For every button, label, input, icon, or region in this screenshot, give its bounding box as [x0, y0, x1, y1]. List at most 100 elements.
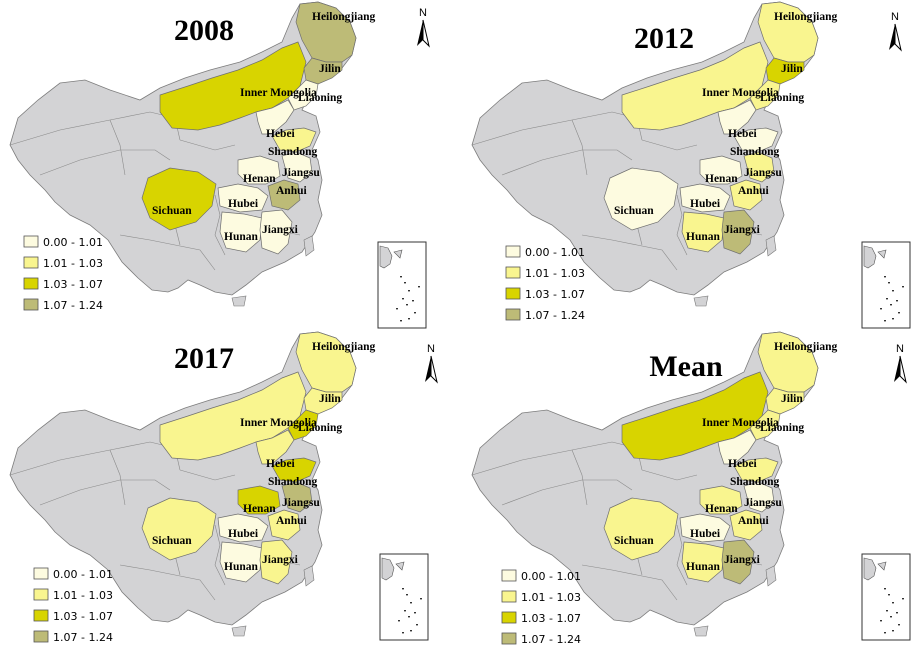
province-shandong — [733, 457, 779, 483]
province-henan — [699, 155, 743, 185]
south-china-sea-inset — [861, 241, 911, 329]
label-hebei: Hebei — [266, 128, 296, 140]
legend-swatch — [23, 256, 39, 269]
province-jilin — [303, 387, 343, 415]
legend-swatch — [23, 277, 39, 290]
legend-label: 1.03 - 1.07 — [525, 288, 585, 301]
province-heilongjiang — [295, 331, 357, 393]
legend-label: 0.00 - 1.01 — [43, 236, 103, 249]
label-inner-mongolia: Inner Mongolia — [240, 417, 317, 429]
label-sichuan: Sichuan — [614, 205, 654, 217]
label-liaoning: Liaoning — [760, 422, 804, 434]
province-heilongjiang — [757, 1, 819, 63]
label-jilin: Jilin — [781, 393, 803, 405]
province-jiangsu — [743, 481, 775, 513]
map-panel-2012: Inner Mongolia Heilongjiang Jilin Liaoning H… — [471, 1, 911, 329]
label-heilongjiang: Heilongjiang — [312, 11, 376, 23]
province-jiangxi — [259, 209, 293, 255]
label-jiangsu: Jiangsu — [744, 167, 782, 179]
province-hubei — [679, 183, 731, 213]
legend-label: 1.01 - 1.03 — [43, 257, 103, 270]
province-jiangxi — [721, 209, 755, 255]
panel-title: 2008 — [174, 14, 234, 47]
province-hebei — [717, 429, 757, 465]
legend-swatch — [505, 266, 521, 279]
taiwan-shape — [765, 235, 777, 257]
province-shandong — [271, 457, 317, 483]
label-heilongjiang: Heilongjiang — [774, 11, 838, 23]
label-hebei: Hebei — [728, 458, 758, 470]
label-henan: Henan — [243, 173, 276, 185]
province-hunan — [219, 541, 263, 583]
label-inner-mongolia: Inner Mongolia — [702, 417, 779, 429]
legend-label: 1.03 - 1.07 — [43, 278, 103, 291]
province-jiangsu — [281, 151, 313, 183]
legend: 0.00 - 1.01 1.01 - 1.03 1.03 - 1.07 1.07 - … — [505, 245, 585, 322]
label-henan: Henan — [705, 173, 738, 185]
legend-swatch — [505, 245, 521, 258]
legend-swatch — [33, 588, 49, 601]
label-hebei: Hebei — [728, 128, 758, 140]
legend-label: 1.03 - 1.07 — [53, 610, 113, 623]
south-china-sea-inset — [377, 241, 427, 329]
label-hunan: Hunan — [686, 231, 720, 243]
label-heilongjiang: Heilongjiang — [312, 341, 376, 353]
label-liaoning: Liaoning — [298, 422, 342, 434]
legend: 0.00 - 1.01 1.01 - 1.03 1.03 - 1.07 1.07 - … — [501, 569, 581, 646]
label-liaoning: Liaoning — [760, 92, 804, 104]
label-sichuan: Sichuan — [614, 535, 654, 547]
province-jiangxi — [721, 539, 755, 585]
label-sichuan: Sichuan — [152, 535, 192, 547]
province-sichuan — [141, 167, 217, 231]
province-liaoning — [287, 79, 319, 111]
map-panel-2008: Inner Mongolia Heilongjiang Jilin Liaoning H… — [9, 1, 430, 329]
label-hubei: Hubei — [690, 198, 721, 210]
legend-label: 1.03 - 1.07 — [521, 612, 581, 625]
label-jiangxi: Jiangxi — [724, 554, 761, 566]
province-anhui — [267, 179, 301, 211]
hainan-shape — [231, 295, 247, 307]
legend-swatch — [33, 630, 49, 643]
label-shandong: Shandong — [730, 146, 779, 158]
hainan-shape — [693, 625, 709, 637]
province-hebei — [255, 99, 295, 135]
province-jiangsu — [281, 481, 313, 513]
province-henan — [237, 155, 281, 185]
panel-title: 2017 — [174, 342, 234, 375]
label-hubei: Hubei — [690, 528, 721, 540]
legend-label: 1.07 - 1.24 — [43, 299, 103, 312]
north-letter: N — [896, 343, 904, 355]
label-anhui: Anhui — [276, 185, 307, 197]
label-jiangsu: Jiangsu — [282, 497, 320, 509]
label-liaoning: Liaoning — [298, 92, 342, 104]
legend-label: 1.01 - 1.03 — [525, 267, 585, 280]
legend-label: 1.01 - 1.03 — [53, 589, 113, 602]
province-shandong — [733, 127, 779, 153]
legend-swatch — [501, 590, 517, 603]
province-hubei — [679, 513, 731, 543]
label-hunan: Hunan — [224, 231, 258, 243]
province-anhui — [729, 509, 763, 541]
legend-swatch — [33, 609, 49, 622]
province-hunan — [219, 211, 263, 253]
legend-swatch — [501, 632, 517, 645]
province-hunan — [681, 211, 725, 253]
province-henan — [237, 485, 281, 515]
province-anhui — [729, 179, 763, 211]
label-jilin: Jilin — [781, 63, 803, 75]
label-shandong: Shandong — [268, 476, 317, 488]
label-henan: Henan — [243, 503, 276, 515]
province-hebei — [255, 429, 295, 465]
province-sichuan — [141, 497, 217, 561]
province-jiangsu — [743, 151, 775, 183]
south-china-sea-inset — [861, 553, 911, 641]
map-panel-mean: Inner Mongolia Heilongjiang Jilin Liaoning H… — [471, 331, 911, 646]
label-jilin: Jilin — [319, 63, 341, 75]
label-jiangxi: Jiangxi — [724, 224, 761, 236]
label-jiangxi: Jiangxi — [262, 224, 299, 236]
north-letter: N — [427, 343, 435, 355]
label-sichuan: Sichuan — [152, 205, 192, 217]
label-hubei: Hubei — [228, 528, 259, 540]
taiwan-shape — [303, 235, 315, 257]
